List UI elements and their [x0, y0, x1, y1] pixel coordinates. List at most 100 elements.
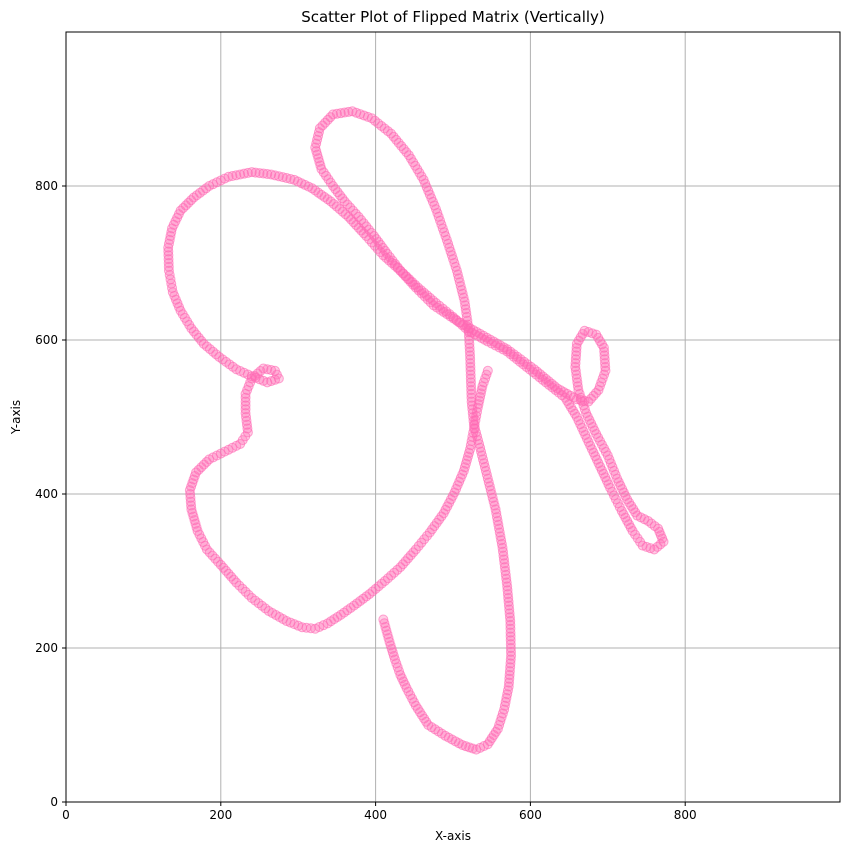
y-axis-label: Y-axis [9, 400, 23, 435]
scatter-point [476, 446, 487, 457]
scatter-point [466, 388, 477, 399]
scatter-point [227, 170, 238, 181]
scatter-point [204, 547, 215, 558]
scatter-point [501, 573, 512, 584]
scatter-point [572, 377, 583, 388]
scatter-point [504, 673, 515, 684]
scatter-point [492, 515, 503, 526]
x-tick-label: 200 [209, 808, 232, 822]
scatter-point [480, 465, 491, 476]
scatter-point [163, 258, 174, 268]
scatter-point [410, 279, 421, 290]
scatter-point [574, 388, 585, 399]
scatter-point [587, 328, 598, 339]
scatter-point [207, 550, 218, 561]
scatter-point [465, 365, 476, 376]
x-tick-label: 600 [519, 808, 542, 822]
scatter-point [479, 462, 490, 473]
scatter-point [210, 553, 221, 564]
y-tick-label: 400 [35, 487, 58, 501]
scatter-point [483, 477, 494, 488]
scatter-point [454, 277, 465, 288]
scatter-point [489, 500, 500, 511]
scatter-point [570, 358, 581, 369]
scatter-point [458, 292, 469, 303]
scatter-point [505, 627, 516, 638]
scatter-point [448, 254, 459, 265]
scatter-point [379, 576, 390, 587]
scatter-point [493, 519, 504, 530]
scatter-point [505, 643, 516, 653]
scatter-point [167, 223, 178, 234]
scatter-point [465, 350, 476, 361]
scatter-point [578, 400, 589, 411]
scatter-point [185, 489, 196, 499]
scatter-point [266, 365, 277, 376]
scatter-point [262, 377, 273, 388]
scatter-point [343, 106, 354, 117]
scatter-point [499, 700, 510, 711]
scatter-point [464, 346, 475, 357]
scatter-point [488, 496, 499, 507]
scatter-point [573, 385, 584, 396]
scatter-point [444, 242, 455, 253]
scatter-point [482, 365, 493, 376]
scatter-point [381, 625, 392, 636]
scatter-point [164, 234, 175, 245]
scatter-point [465, 358, 476, 369]
scatter-point [599, 350, 610, 361]
scatter-point [503, 592, 514, 603]
scatter-point [335, 108, 346, 119]
scatter-point [505, 662, 516, 673]
scatter-point [240, 404, 251, 415]
scatter-point [505, 616, 516, 627]
scatter-point [492, 723, 503, 734]
scatter-point [378, 614, 389, 625]
data-points [163, 106, 669, 755]
scatter-point [490, 504, 501, 515]
scatter-point [504, 608, 515, 619]
scatter-point [461, 308, 472, 319]
scatter-point [497, 542, 508, 553]
scatter-point [163, 246, 174, 257]
scatter-point [499, 704, 510, 715]
scatter-point [163, 238, 174, 249]
scatter-point [465, 354, 476, 365]
scatter-point [465, 377, 476, 388]
scatter-point [505, 635, 516, 646]
plot-area [66, 32, 840, 802]
scatter-point [505, 619, 516, 630]
scatter-point [466, 385, 477, 396]
scatter-point [281, 173, 292, 184]
scatter-point [506, 650, 517, 661]
scatter-point [413, 282, 424, 293]
scatter-point [446, 250, 457, 261]
scatter-point [505, 654, 516, 665]
scatter-point [314, 123, 325, 134]
scatter-point [485, 485, 496, 496]
scatter-point [382, 629, 393, 640]
scatter-point [503, 600, 514, 611]
scatter-point [505, 631, 516, 642]
scatter-point [500, 569, 511, 580]
scatter-point [242, 423, 253, 434]
scatter-point [450, 261, 461, 272]
scatter-point [456, 284, 467, 295]
plot-frame [65, 31, 841, 803]
scatter-point [347, 106, 358, 117]
scatter-point [165, 231, 176, 242]
scatter-point [570, 354, 581, 365]
scatter-point [339, 196, 350, 207]
scatter-point [460, 322, 471, 333]
scatter-point [201, 544, 212, 555]
scatter-point [407, 276, 418, 287]
scatter-point [572, 381, 583, 392]
scatter-point [494, 720, 505, 730]
scatter-point [599, 358, 610, 369]
scatter-point [649, 544, 660, 555]
scatter-point [240, 396, 251, 407]
scatter-point [457, 288, 468, 299]
scatter-point [241, 415, 252, 426]
chart-title: Scatter Plot of Flipped Matrix (Vertical… [301, 8, 605, 26]
